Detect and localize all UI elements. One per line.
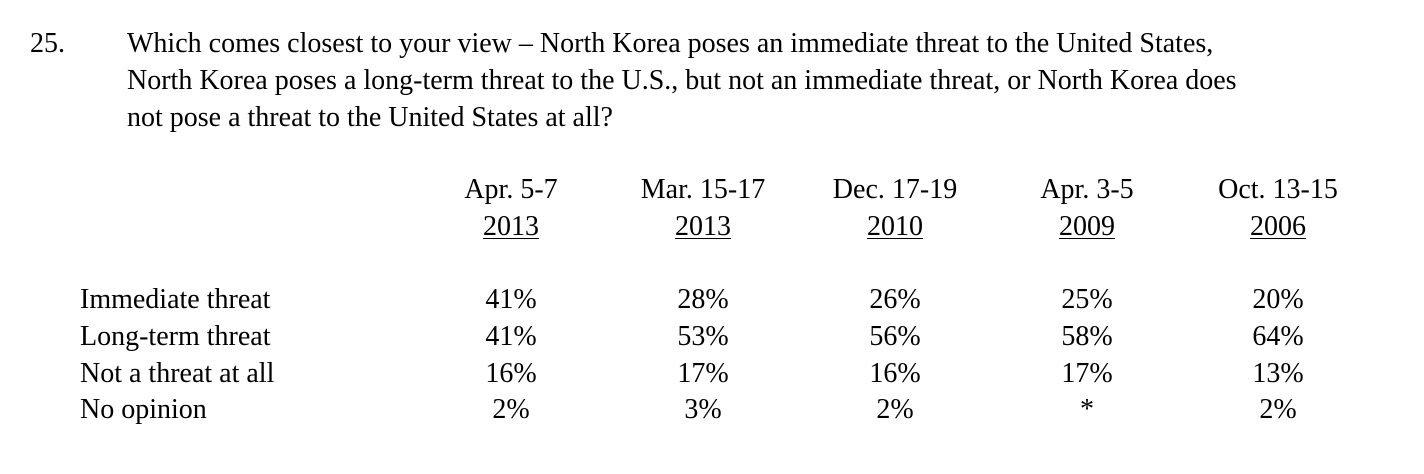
table-cell: 17% <box>677 358 729 389</box>
row-label: No opinion <box>80 394 207 425</box>
table-cell: 58% <box>1061 321 1113 352</box>
table-cell: 64% <box>1252 321 1304 352</box>
table-cell: 26% <box>869 284 921 315</box>
column-year: 2013 <box>675 211 731 242</box>
table-cell: 2% <box>1259 394 1297 425</box>
column-date: Apr. 3-5 <box>1040 174 1134 205</box>
table-cell: 28% <box>677 284 729 315</box>
column-header: Apr. 5-7 2013 <box>416 171 606 245</box>
column-year: 2006 <box>1250 211 1306 242</box>
column-date: Oct. 13-15 <box>1218 174 1338 205</box>
column-date: Mar. 15-17 <box>640 174 766 205</box>
column-header: Oct. 13-15 2006 <box>1183 171 1373 245</box>
column-date: Apr. 5-7 <box>464 174 558 205</box>
column-year: 2013 <box>483 211 539 242</box>
table-cell: 16% <box>869 358 921 389</box>
table-cell: 41% <box>485 321 537 352</box>
column-header: Dec. 17-19 2010 <box>800 171 990 245</box>
table-cell: * <box>1080 394 1094 425</box>
table-cell: 13% <box>1252 358 1304 389</box>
table-cell: 17% <box>1061 358 1113 389</box>
question-line: North Korea poses a long-term threat to … <box>127 65 1237 96</box>
column-header: Mar. 15-17 2013 <box>608 171 798 245</box>
table-cell: 25% <box>1061 284 1113 315</box>
table-cell: 2% <box>492 394 530 425</box>
table-cell: 16% <box>485 358 537 389</box>
row-label: Not a threat at all <box>80 358 275 389</box>
table-cell: 20% <box>1252 284 1304 315</box>
column-date: Dec. 17-19 <box>832 174 958 205</box>
column-year: 2010 <box>867 211 923 242</box>
table-cell: 41% <box>485 284 537 315</box>
table-cell: 2% <box>876 394 914 425</box>
table-cell: 56% <box>869 321 921 352</box>
table-cell: 53% <box>677 321 729 352</box>
question-line: Which comes closest to your view – North… <box>127 28 1214 59</box>
table-cell: 3% <box>684 394 722 425</box>
question-text: Which comes closest to your view – North… <box>127 25 1412 136</box>
column-header: Apr. 3-5 2009 <box>992 171 1182 245</box>
row-label: Long-term threat <box>80 321 271 352</box>
column-year: 2009 <box>1059 211 1115 242</box>
question-line: not pose a threat to the United States a… <box>127 102 613 133</box>
question-number: 25. <box>30 28 65 59</box>
row-label: Immediate threat <box>80 284 271 315</box>
